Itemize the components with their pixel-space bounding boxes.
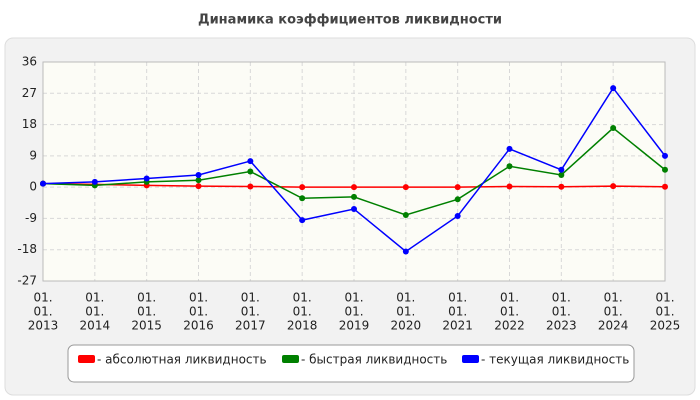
y-tick-label: -9 <box>25 211 37 225</box>
x-tick-label: 2023 <box>546 319 577 333</box>
x-tick-label: 01. <box>293 305 312 319</box>
legend-label: - быстрая ликвидность <box>301 353 447 367</box>
point <box>351 184 357 191</box>
point <box>506 163 513 170</box>
point <box>402 248 409 255</box>
legend <box>67 344 635 383</box>
point <box>610 125 617 132</box>
x-tick-label: 2024 <box>598 319 629 333</box>
x-tick-label: 01. <box>604 305 623 319</box>
point <box>454 184 461 191</box>
x-tick-label: 2022 <box>494 319 525 333</box>
point <box>662 166 668 173</box>
x-tick-label: 2025 <box>650 319 681 333</box>
x-tick-label: 01. <box>241 305 260 319</box>
legend-label: - абсолютная ликвидность <box>97 353 267 367</box>
x-tick-label: 01. <box>85 305 104 319</box>
point <box>610 183 617 190</box>
x-tick-label: 01. <box>500 291 519 305</box>
y-tick-label: -27 <box>17 274 37 288</box>
x-tick-label: 01. <box>344 291 363 305</box>
point <box>247 168 254 175</box>
legend-label: - текущая ликвидность <box>481 353 629 367</box>
legend-swatch <box>78 355 95 363</box>
x-tick-label: 01. <box>85 291 104 305</box>
y-tick-label: -18 <box>17 242 37 256</box>
x-tick-label: 01. <box>137 305 156 319</box>
x-tick-label: 01. <box>655 291 674 305</box>
point <box>247 183 254 190</box>
x-tick-label: 01. <box>189 291 208 305</box>
x-tick-label: 01. <box>448 291 467 305</box>
x-tick-label: 2013 <box>28 319 59 333</box>
point <box>558 183 565 190</box>
x-tick-label: 2017 <box>235 319 266 333</box>
point <box>351 206 357 213</box>
x-tick-label: 01. <box>396 291 415 305</box>
point <box>299 184 306 191</box>
point <box>454 212 461 219</box>
y-tick-label: 36 <box>22 55 37 69</box>
x-tick-label: 01. <box>293 291 312 305</box>
legend-swatch <box>462 355 479 363</box>
x-tick-label: 2014 <box>80 319 111 333</box>
point <box>247 158 254 165</box>
y-tick-label: 0 <box>29 180 37 194</box>
point <box>195 183 202 190</box>
x-tick-label: 01. <box>137 291 156 305</box>
x-tick-label: 2019 <box>339 319 370 333</box>
legend-swatch <box>282 355 299 363</box>
x-tick-label: 01. <box>500 305 519 319</box>
point <box>143 175 150 182</box>
y-tick-label: 9 <box>29 148 37 162</box>
point <box>195 171 202 178</box>
x-tick-label: 01. <box>33 291 52 305</box>
x-tick-label: 01. <box>552 291 571 305</box>
chart-title: Динамика коэффициентов ликвидности <box>198 13 502 28</box>
x-tick-label: 2020 <box>391 319 422 333</box>
point <box>299 195 306 202</box>
point <box>558 166 565 173</box>
point <box>40 180 46 187</box>
point <box>91 178 98 185</box>
x-tick-label: 01. <box>604 291 623 305</box>
point <box>662 152 668 159</box>
x-tick-label: 01. <box>448 305 467 319</box>
point <box>195 177 202 184</box>
x-tick-label: 2021 <box>442 319 473 333</box>
x-tick-label: 2016 <box>183 319 214 333</box>
x-tick-label: 01. <box>33 305 52 319</box>
point <box>506 183 513 190</box>
x-tick-label: 01. <box>189 305 208 319</box>
y-tick-label: 18 <box>22 117 37 131</box>
x-tick-label: 01. <box>241 291 260 305</box>
x-tick-label: 01. <box>552 305 571 319</box>
point <box>351 193 357 200</box>
point <box>558 171 565 178</box>
x-tick-label: 2015 <box>131 319 162 333</box>
x-tick-label: 01. <box>344 305 363 319</box>
plot-area <box>43 62 665 281</box>
point <box>506 145 513 152</box>
point <box>662 183 668 190</box>
x-tick-label: 01. <box>655 305 674 319</box>
point <box>454 196 461 203</box>
point <box>402 184 409 191</box>
y-tick-label: 27 <box>22 86 37 100</box>
point <box>299 217 306 224</box>
point <box>610 85 617 92</box>
x-tick-label: 01. <box>396 305 415 319</box>
x-tick-label: 2018 <box>287 319 318 333</box>
point <box>402 211 409 218</box>
